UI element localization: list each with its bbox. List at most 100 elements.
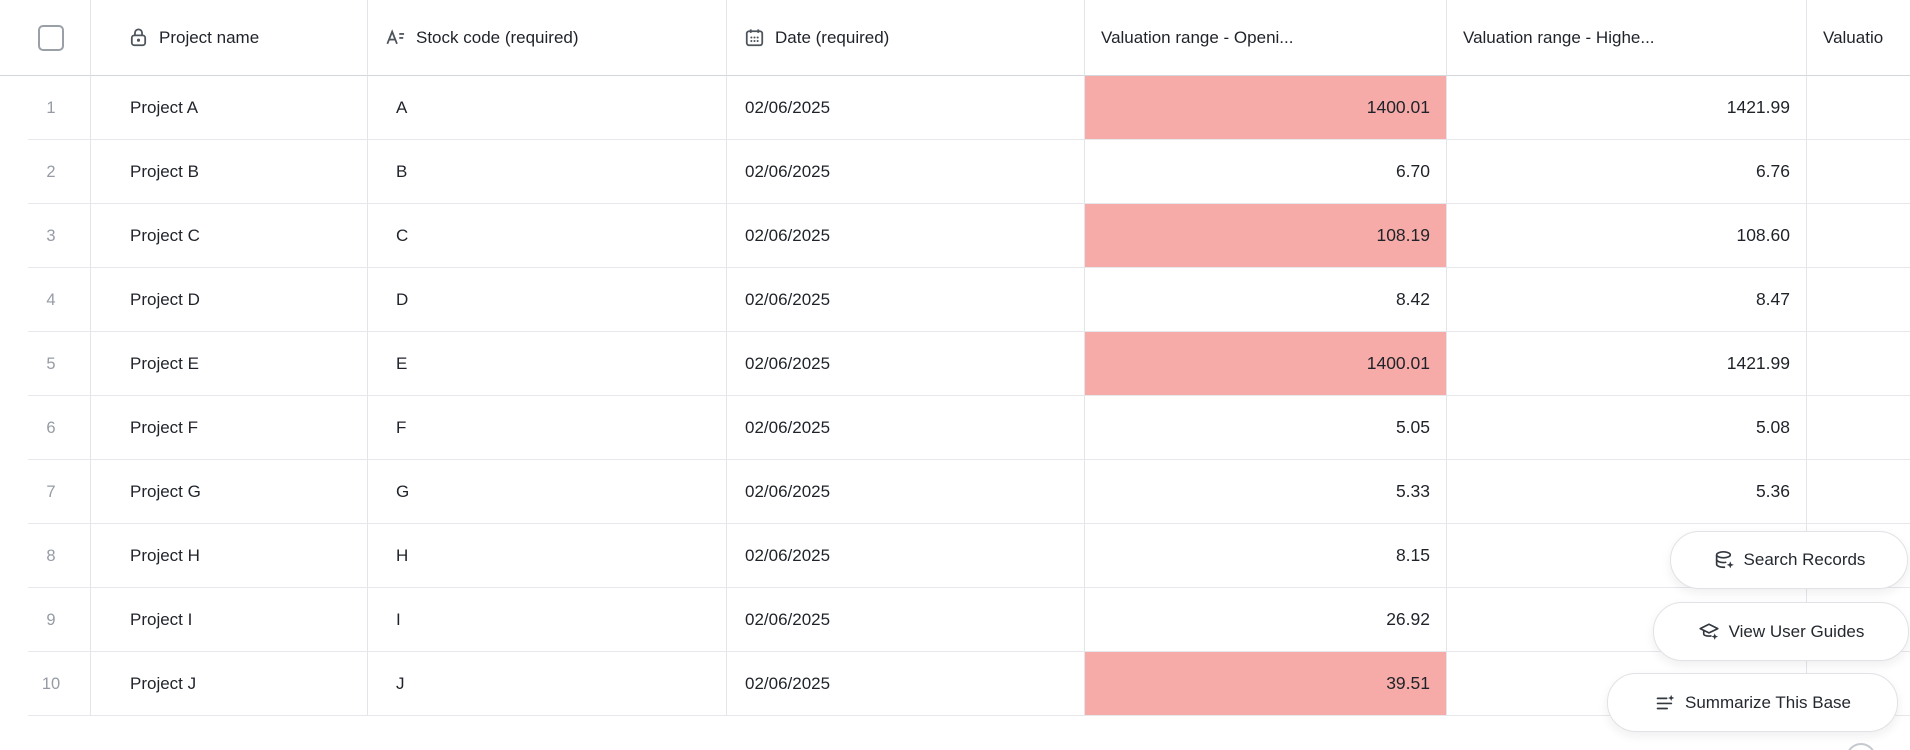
cell-valuation-highest[interactable]: 5.36 (1447, 460, 1807, 524)
cell-stock-code[interactable]: C (368, 204, 727, 268)
lock-icon (127, 26, 150, 49)
cell-date[interactable]: 02/06/2025 (727, 524, 1085, 588)
cell-date[interactable]: 02/06/2025 (727, 652, 1085, 716)
column-header-valuation-highest[interactable]: Valuation range - Highe... (1447, 0, 1807, 76)
column-header-valuation-extra[interactable]: Valuatio (1807, 0, 1910, 76)
cell-stock-code[interactable]: J (368, 652, 727, 716)
cell-project-name[interactable]: Project B (91, 140, 368, 204)
table-row: 5 Project E E 02/06/2025 1400.01 1421.99 (0, 332, 1910, 396)
search-records-button[interactable]: Search Records (1670, 531, 1908, 589)
cell-valuation-opening[interactable]: 6.70 (1085, 140, 1447, 204)
row-number[interactable]: 2 (0, 140, 91, 204)
row-number[interactable]: 1 (0, 76, 91, 140)
column-header-valuation-opening[interactable]: Valuation range - Openi... (1085, 0, 1447, 76)
select-all-checkbox[interactable] (38, 24, 64, 51)
cell-valuation-highest[interactable]: 6.76 (1447, 140, 1807, 204)
cell-valuation-highest[interactable]: 8.47 (1447, 268, 1807, 332)
table-row: 4 Project D D 02/06/2025 8.42 8.47 (0, 268, 1910, 332)
column-header-date[interactable]: Date (required) (727, 0, 1085, 76)
text-field-icon (384, 26, 407, 49)
cell-valuation-extra[interactable] (1807, 332, 1910, 396)
button-label: Summarize This Base (1685, 692, 1851, 712)
column-label: Valuation range - Highe... (1463, 27, 1655, 47)
cell-stock-code[interactable]: E (368, 332, 727, 396)
cell-date[interactable]: 02/06/2025 (727, 396, 1085, 460)
row-number[interactable]: 8 (0, 524, 91, 588)
view-user-guides-button[interactable]: View User Guides (1653, 602, 1909, 661)
column-label: Valuation range - Openi... (1101, 27, 1294, 47)
table-row: 8 Project H H 02/06/2025 8.15 (0, 524, 1910, 588)
cell-project-name[interactable]: Project D (91, 268, 368, 332)
table-header-row: Project name Stock code (required) (0, 0, 1910, 76)
cell-stock-code[interactable]: D (368, 268, 727, 332)
cell-stock-code[interactable]: I (368, 588, 727, 652)
data-table: Project name Stock code (required) (0, 0, 1910, 716)
cell-stock-code[interactable]: B (368, 140, 727, 204)
column-label: Date (required) (775, 27, 890, 47)
cell-valuation-highest[interactable]: 1421.99 (1447, 332, 1807, 396)
cell-stock-code[interactable]: H (368, 524, 727, 588)
cell-valuation-extra[interactable] (1807, 204, 1910, 268)
cell-project-name[interactable]: Project C (91, 204, 368, 268)
row-number[interactable]: 4 (0, 268, 91, 332)
summarize-this-base-button[interactable]: Summarize This Base (1607, 673, 1898, 732)
database-sparkle-icon (1713, 549, 1735, 571)
column-header-project-name[interactable]: Project name (91, 0, 368, 76)
cell-date[interactable]: 02/06/2025 (727, 460, 1085, 524)
cell-project-name[interactable]: Project F (91, 396, 368, 460)
table-row: 9 Project I I 02/06/2025 26.92 (0, 588, 1910, 652)
cell-date[interactable]: 02/06/2025 (727, 204, 1085, 268)
row-number[interactable]: 3 (0, 204, 91, 268)
row-number[interactable]: 7 (0, 460, 91, 524)
cell-project-name[interactable]: Project J (91, 652, 368, 716)
cell-valuation-extra[interactable] (1807, 396, 1910, 460)
row-number[interactable]: 5 (0, 332, 91, 396)
cell-valuation-opening[interactable]: 108.19 (1085, 204, 1447, 268)
cell-project-name[interactable]: Project G (91, 460, 368, 524)
cell-date[interactable]: 02/06/2025 (727, 76, 1085, 140)
cell-project-name[interactable]: Project A (91, 76, 368, 140)
cell-project-name[interactable]: Project I (91, 588, 368, 652)
row-number[interactable]: 9 (0, 588, 91, 652)
cell-date[interactable]: 02/06/2025 (727, 268, 1085, 332)
cell-valuation-opening[interactable]: 26.92 (1085, 588, 1447, 652)
cell-valuation-highest[interactable]: 108.60 (1447, 204, 1807, 268)
button-label: View User Guides (1728, 621, 1865, 641)
cell-valuation-opening[interactable]: 8.15 (1085, 524, 1447, 588)
corner-floating-button[interactable] (1846, 743, 1876, 750)
table-row: 10 Project J J 02/06/2025 39.51 (0, 652, 1910, 716)
cell-valuation-extra[interactable] (1807, 140, 1910, 204)
cell-valuation-opening[interactable]: 1400.01 (1085, 76, 1447, 140)
select-all-header-cell (0, 0, 91, 76)
button-label: Search Records (1743, 550, 1866, 569)
column-header-stock-code[interactable]: Stock code (required) (368, 0, 727, 76)
cell-valuation-extra[interactable] (1807, 76, 1910, 140)
cell-valuation-opening[interactable]: 8.42 (1085, 268, 1447, 332)
cell-valuation-opening[interactable]: 5.05 (1085, 396, 1447, 460)
cell-stock-code[interactable]: A (368, 76, 727, 140)
cell-valuation-highest[interactable]: 5.08 (1447, 396, 1807, 460)
table-body: 1 Project A A 02/06/2025 1400.01 1421.99… (0, 76, 1910, 716)
table-row: 6 Project F F 02/06/2025 5.05 5.08 (0, 396, 1910, 460)
cell-date[interactable]: 02/06/2025 (727, 332, 1085, 396)
cell-stock-code[interactable]: G (368, 460, 727, 524)
table-row: 2 Project B B 02/06/2025 6.70 6.76 (0, 140, 1910, 204)
graduation-cap-sparkle-icon (1698, 621, 1720, 643)
cell-project-name[interactable]: Project H (91, 524, 368, 588)
cell-valuation-opening[interactable]: 39.51 (1085, 652, 1447, 716)
row-number[interactable]: 10 (0, 652, 91, 716)
row-number[interactable]: 6 (0, 396, 91, 460)
cell-valuation-extra[interactable] (1807, 460, 1910, 524)
cell-valuation-extra[interactable] (1807, 268, 1910, 332)
cell-date[interactable]: 02/06/2025 (727, 140, 1085, 204)
cell-valuation-highest[interactable]: 1421.99 (1447, 76, 1807, 140)
table-row: 3 Project C C 02/06/2025 108.19 108.60 (0, 204, 1910, 268)
cell-date[interactable]: 02/06/2025 (727, 588, 1085, 652)
cell-project-name[interactable]: Project E (91, 332, 368, 396)
cell-valuation-opening[interactable]: 1400.01 (1085, 332, 1447, 396)
summary-sparkle-icon (1654, 692, 1676, 714)
cell-valuation-opening[interactable]: 5.33 (1085, 460, 1447, 524)
cell-stock-code[interactable]: F (368, 396, 727, 460)
calendar-icon (743, 26, 766, 49)
